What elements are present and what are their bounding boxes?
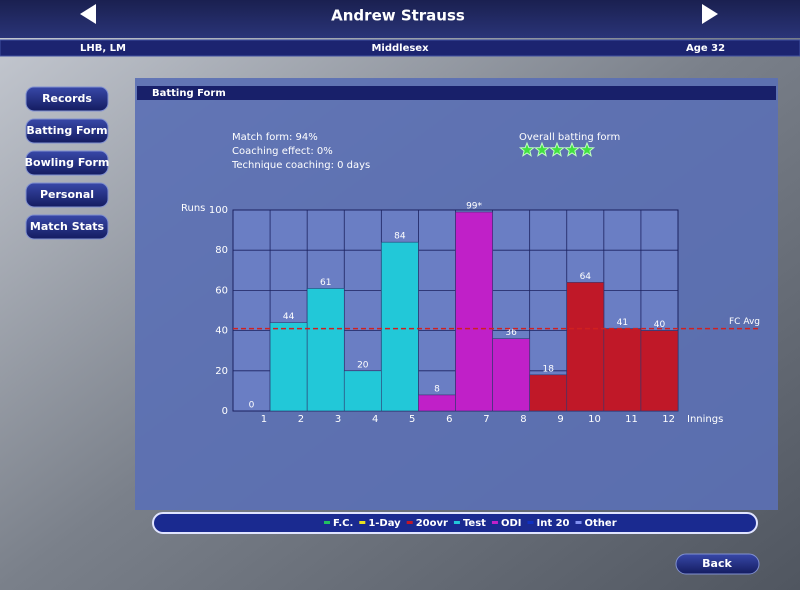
value-label: 99* (466, 202, 482, 212)
legend-swatch (575, 521, 582, 524)
value-label: 18 (542, 364, 554, 374)
star (548, 141, 566, 157)
star (563, 141, 581, 157)
value-label: 84 (394, 232, 406, 242)
legend-label: F.C. (333, 518, 353, 529)
x-tick-label: 1 (261, 414, 267, 425)
legend-label: ODI (501, 518, 522, 529)
value-label: 20 (357, 360, 369, 370)
nav-button[interactable] (25, 214, 109, 240)
y-tick-label: 20 (215, 366, 228, 377)
header (0, 0, 800, 38)
x-tick-label: 6 (446, 414, 452, 425)
legend-swatch (453, 521, 460, 524)
bar (640, 330, 679, 412)
value-label: 61 (320, 278, 331, 288)
stat: Technique coaching: 0 days (231, 160, 370, 171)
stat: Match form: 94% (232, 132, 318, 143)
back-button-bg[interactable] (675, 553, 760, 575)
legend-label: Int 20 (536, 518, 569, 529)
x-tick-label: 2 (298, 414, 304, 425)
legend-label: 20ovr (416, 518, 448, 529)
nav-button[interactable] (25, 118, 109, 144)
nav-button[interactable] (25, 182, 109, 208)
y-tick-label: 100 (209, 205, 228, 216)
nav-button-label[interactable]: Match Stats (30, 220, 105, 233)
star (518, 141, 536, 157)
y-tick-label: 40 (215, 326, 228, 337)
x-axis-label: Innings (687, 414, 723, 425)
y-axis-label: Runs (181, 203, 205, 214)
x-tick-label: 5 (409, 414, 415, 425)
legend-swatch (359, 521, 366, 524)
value-label: 0 (249, 401, 255, 411)
legend-label: Test (463, 518, 486, 529)
value-label: 41 (617, 318, 628, 328)
nav-button-label[interactable]: Personal (40, 188, 94, 201)
value-label: 8 (434, 384, 440, 394)
player-team: Middlesex (371, 43, 429, 54)
prev-arrow[interactable] (80, 4, 96, 24)
bar (566, 282, 605, 412)
player-style: LHB, LM (80, 43, 126, 54)
legend-swatch (491, 521, 498, 524)
x-tick-label: 7 (483, 414, 489, 425)
bar (269, 322, 308, 412)
player-name: Andrew Strauss (331, 7, 465, 25)
next-arrow[interactable] (702, 4, 718, 24)
y-tick-label: 0 (222, 406, 228, 417)
x-tick-label: 8 (520, 414, 526, 425)
bar (306, 288, 345, 412)
x-tick-label: 3 (335, 414, 341, 425)
panel-title-bar (137, 86, 776, 100)
legend-swatch (527, 521, 534, 524)
bar (455, 211, 493, 412)
back-button[interactable]: Back (675, 553, 760, 575)
overall-label: Overall batting form (519, 132, 620, 143)
star (578, 141, 596, 157)
bar (381, 241, 419, 412)
bar (529, 374, 568, 412)
legend-swatch (324, 521, 330, 524)
panel-title: Batting Form (152, 88, 226, 99)
reference-line-label: FC Avg (729, 317, 760, 327)
legend-label: 1-Day (368, 518, 401, 529)
star (533, 141, 551, 157)
legend-label: Other (585, 518, 617, 529)
nav-button[interactable] (25, 150, 109, 176)
x-tick-label: 9 (557, 414, 563, 425)
bar (603, 328, 642, 412)
legend-swatch (406, 521, 413, 524)
value-label: 40 (654, 320, 666, 330)
value-label: 36 (505, 328, 517, 338)
x-tick-label: 11 (625, 414, 638, 425)
value-label: 44 (283, 312, 295, 322)
back-button-label[interactable]: Back (702, 557, 732, 570)
y-tick-label: 60 (215, 285, 228, 296)
stat: Coaching effect: 0% (232, 146, 333, 157)
nav-button-label[interactable]: Records (42, 92, 92, 105)
nav-button-label[interactable]: Batting Form (26, 124, 107, 137)
nav-button[interactable] (25, 86, 109, 112)
player-age: Age 32 (686, 43, 725, 54)
x-tick-label: 10 (588, 414, 601, 425)
bar (492, 338, 530, 412)
x-tick-label: 12 (662, 414, 675, 425)
bar (418, 394, 456, 412)
nav-button-label[interactable]: Bowling Form (25, 156, 110, 169)
info-bar (0, 39, 800, 57)
value-label: 64 (580, 272, 592, 282)
x-tick-label: 4 (372, 414, 378, 425)
y-tick-label: 80 (215, 245, 228, 256)
bar (343, 370, 382, 412)
